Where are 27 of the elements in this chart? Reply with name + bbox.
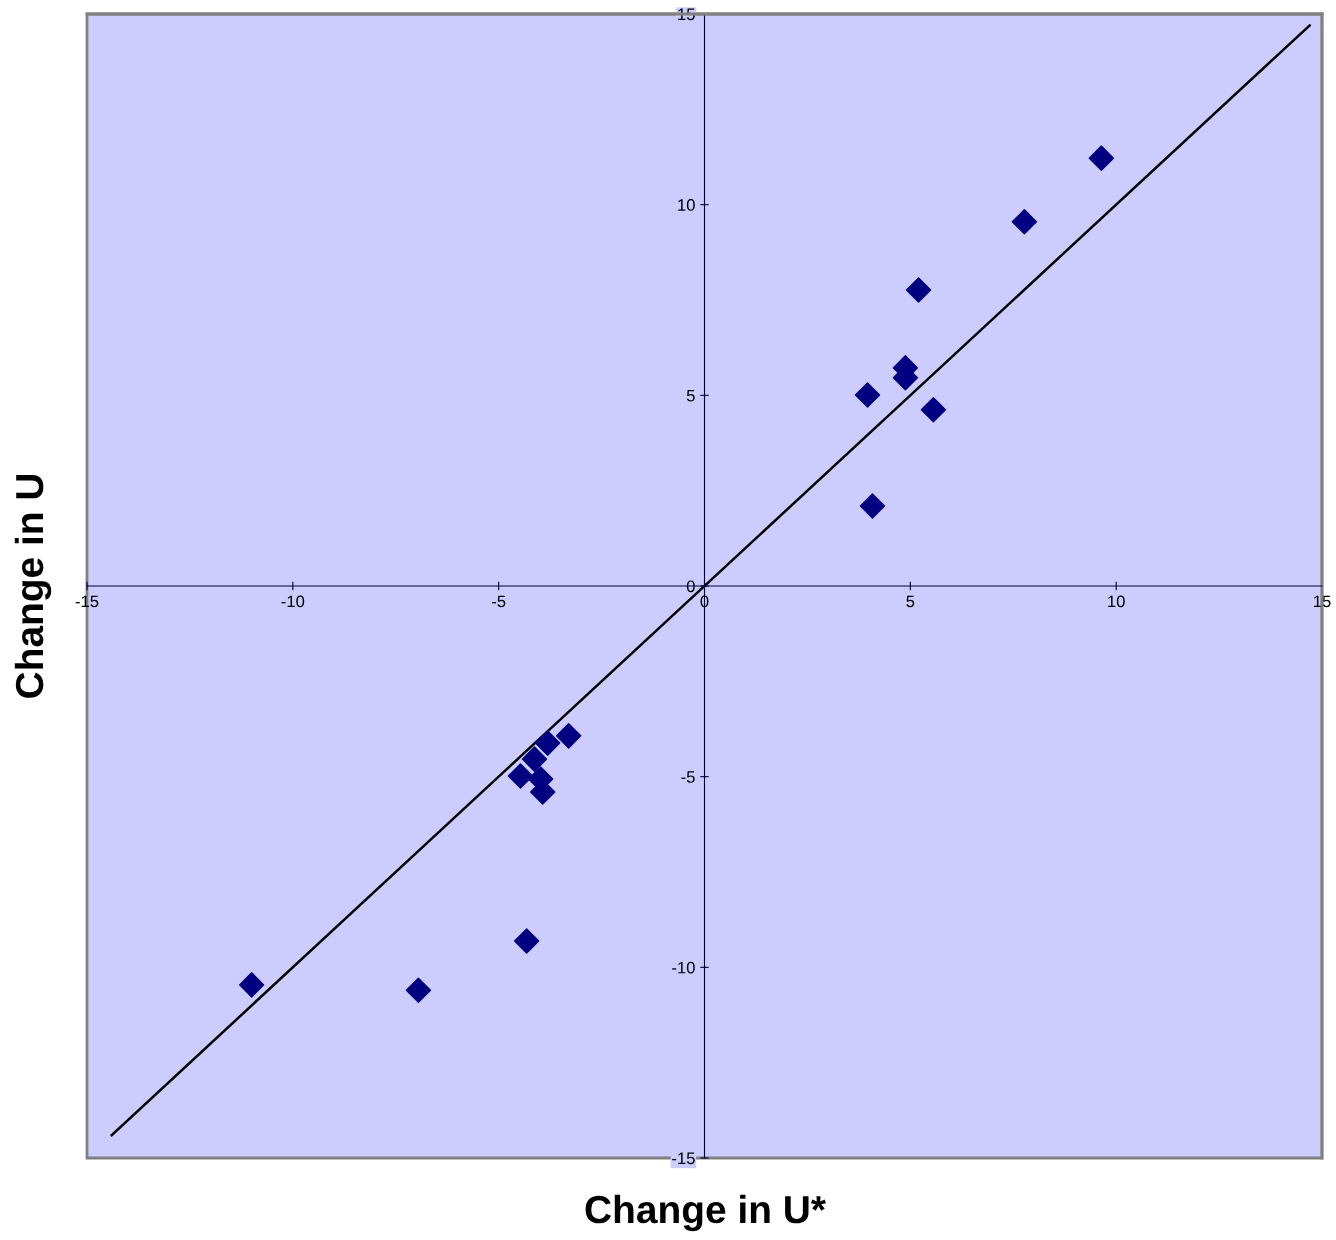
x-tick-label: 15: [1314, 595, 1331, 608]
point: [1011, 209, 1038, 235]
point: [555, 723, 582, 749]
x-tick-label: -15: [75, 595, 99, 608]
point: [405, 977, 432, 1003]
point: [238, 972, 265, 998]
point: [1088, 145, 1115, 171]
y-tick-label: 0: [686, 580, 695, 593]
y-axis-title: Change in U: [14, 474, 52, 698]
point: [905, 277, 932, 303]
x-tick-label: -5: [492, 595, 506, 608]
y-tick-label: 10: [678, 199, 695, 211]
x-axis-title: Change in U*: [585, 1194, 826, 1232]
point: [507, 763, 534, 789]
x-tick-label: 10: [1108, 595, 1125, 608]
point: [513, 928, 540, 954]
point: [854, 382, 881, 408]
y-tick-label: 5: [686, 389, 695, 402]
point: [521, 746, 548, 772]
point: [534, 730, 561, 756]
y-tick-label: -10: [672, 961, 695, 974]
point: [920, 397, 947, 423]
x-tick-label: -10: [281, 595, 305, 608]
y-tick-label: -5: [681, 771, 695, 783]
y-tick-label: -15: [672, 1152, 695, 1165]
x-tick-label: 5: [906, 595, 915, 608]
point: [859, 493, 886, 519]
